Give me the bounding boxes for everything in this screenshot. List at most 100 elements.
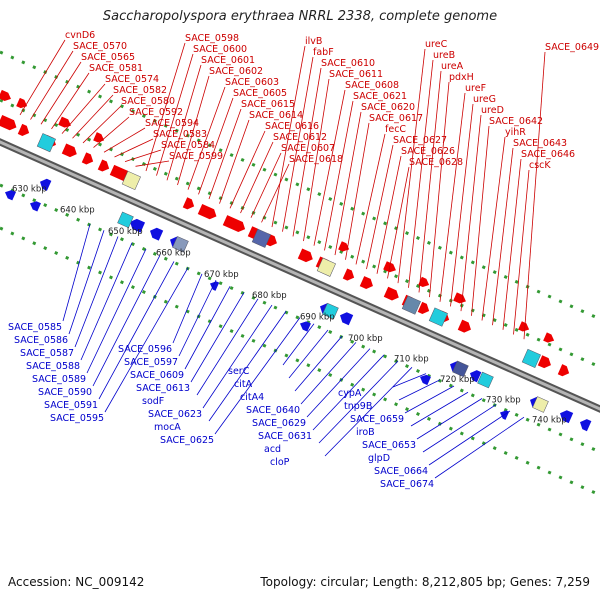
reverse-leader-line: [288, 329, 329, 379]
forward-leader-line: [51, 72, 90, 130]
forward-leader-line: [82, 105, 122, 144]
reverse-gene-label: SACE_0664: [374, 466, 428, 477]
reverse-leader-line: [208, 311, 287, 422]
forward-gene-label: pdxH: [449, 72, 474, 83]
reverse-gene-label: tnp9B: [344, 401, 372, 412]
forward-leader-line: [229, 130, 266, 209]
forward-gene-arrow-shape: [222, 215, 246, 233]
forward-leader-line: [156, 53, 194, 176]
reverse-gene-arrow: [130, 218, 146, 233]
forward-gene-label: SACE_0592: [129, 107, 183, 118]
forward-leader-line: [376, 155, 402, 274]
reverse-gene-arrow-outer: [300, 321, 311, 332]
forward-gene-arrow: [0, 114, 17, 131]
forward-leader-line: [481, 136, 506, 321]
reverse-gene-arrow: [40, 178, 52, 191]
forward-leader-line: [429, 81, 450, 298]
forward-leader-line: [513, 169, 530, 335]
reverse-gene-label: acd: [264, 444, 281, 455]
reverse-leader-line: [410, 391, 469, 427]
reverse-leader-line: [324, 367, 413, 457]
forward-gene-arrow-shape: [359, 276, 373, 289]
forward-leader-line: [19, 39, 66, 116]
forward-gene-arrow-outer-shape: [338, 241, 350, 252]
forward-gene-label: ureA: [441, 61, 464, 72]
forward-gene-label: SACE_0583: [153, 129, 207, 140]
forward-gene-label: SACE_0598: [185, 33, 239, 44]
forward-gene-label: yihR: [505, 127, 526, 138]
forward-gene-label: SACE_0616: [265, 121, 319, 132]
forward-gene-label: SACE_0599: [169, 151, 223, 162]
forward-gene-arrow: [417, 301, 430, 314]
feature-block-reverse-shape: [477, 371, 494, 389]
reverse-gene-label: SACE_0586: [14, 335, 68, 346]
forward-leader-line: [502, 158, 522, 330]
reverse-gene-arrow: [150, 227, 164, 241]
forward-gene-arrow: [457, 319, 471, 333]
inner-guide-reverse: [0, 183, 600, 454]
position-tick-label: 690 kbp: [300, 313, 335, 323]
feature-block-reverse: [532, 396, 549, 413]
position-tick-label: 700 kbp: [348, 334, 383, 344]
reverse-leader-line: [190, 292, 245, 383]
reverse-gene-label: citA4: [240, 392, 264, 403]
reverse-leader-line: [62, 223, 91, 322]
reverse-leader-line: [98, 261, 175, 400]
forward-gene-arrow-outer: [518, 321, 530, 332]
reverse-gene-label: cloP: [270, 457, 290, 468]
feature-block-reverse-shape: [117, 211, 134, 229]
forward-leader-line: [460, 114, 482, 312]
forward-leader-line: [345, 122, 370, 260]
forward-gene-arrow: [182, 197, 195, 210]
forward-gene-label: SACE_0584: [161, 140, 215, 151]
inner-guide-forward: [0, 98, 600, 369]
forward-leader-line: [523, 51, 546, 340]
feature-block: [521, 348, 541, 369]
feature-block: [316, 257, 336, 277]
feature-block-reverse-shape: [452, 360, 469, 378]
forward-gene-arrow-shape: [297, 248, 313, 263]
forward-gene-label: SACE_0628: [409, 157, 463, 168]
forward-gene-arrow: [359, 276, 373, 289]
forward-gene-label: SACE_0580: [121, 96, 175, 107]
forward-gene-label: SACE_0565: [81, 52, 135, 63]
reverse-gene-label: SACE_0585: [8, 322, 62, 333]
reverse-gene-arrow-shape: [470, 370, 482, 383]
forward-leader-line: [313, 89, 346, 246]
forward-gene-label: ureD: [481, 105, 504, 116]
forward-gene-arrow: [222, 215, 246, 233]
reverse-gene-label: mocA: [154, 422, 181, 433]
reverse-gene-label: SACE_0587: [20, 348, 74, 359]
forward-leader-line: [30, 50, 74, 120]
forward-gene-label: SACE_0614: [249, 110, 303, 121]
forward-gene-arrow-outer: [543, 332, 555, 343]
forward-leader-line: [187, 86, 226, 190]
reverse-leader-line: [282, 323, 315, 366]
position-tick-label: 660 kbp: [156, 248, 191, 258]
forward-gene-label: SACE_0608: [345, 80, 399, 91]
reverse-gene-label: SACE_0589: [32, 374, 86, 385]
forward-leader-line: [240, 141, 274, 214]
forward-leader-line: [439, 92, 466, 302]
forward-gene-arrow-outer-shape: [418, 276, 430, 288]
forward-gene-arrow-shape: [537, 355, 551, 369]
forward-gene-arrow-outer-shape: [518, 321, 530, 332]
forward-gene-label: SACE_0617: [369, 113, 423, 124]
forward-gene-arrow-outer: [418, 276, 430, 288]
reverse-leader-line: [434, 416, 525, 479]
reverse-gene-arrow-shape: [560, 410, 574, 424]
forward-gene-arrow-outer-shape: [543, 332, 555, 343]
forward-gene-label: cscK: [529, 160, 551, 171]
forward-gene-label: SACE_0612: [273, 132, 327, 143]
feature-block-shape: [521, 348, 541, 369]
forward-gene-arrow-shape: [197, 203, 217, 220]
feature-block-reverse: [322, 302, 339, 320]
forward-leader-line: [93, 116, 130, 148]
reverse-leader-line: [312, 354, 385, 431]
forward-gene-arrow-outer: [58, 116, 71, 128]
forward-gene-arrow-outer: [338, 241, 350, 252]
forward-leader-line: [177, 75, 210, 186]
forward-leader-line: [114, 138, 154, 158]
forward-leader-line: [387, 166, 410, 279]
forward-gene-label: ureG: [473, 94, 496, 105]
